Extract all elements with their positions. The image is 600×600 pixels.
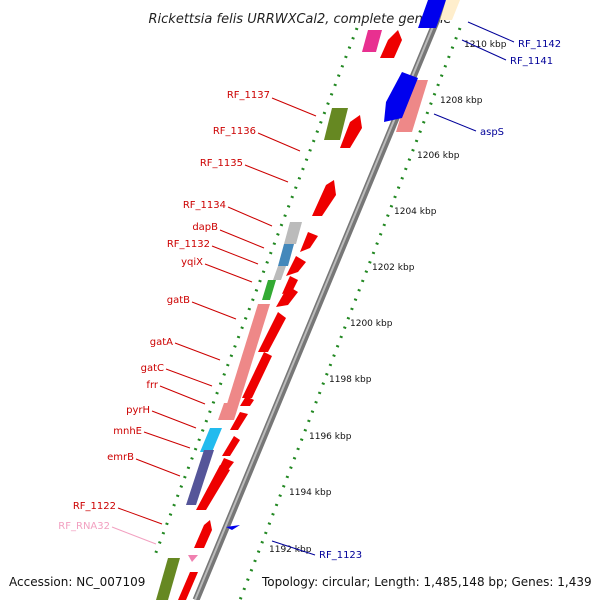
leader-line [461,39,507,61]
gatb-gata-feature-block [222,304,270,420]
ruler-tick-label: 1208 kbp [440,96,483,106]
right-gene-labels: RF_1142 RF_1141 aspS RF_1123 [271,21,561,561]
leader-line [257,132,301,152]
pyrh-feature-block [200,428,222,452]
gatc-gene-arrow [240,396,254,406]
leader-line [135,458,181,477]
rf1122-gene-arrow [194,520,212,548]
feature-blocks [156,30,382,600]
asps-gene-arrow [384,72,418,122]
forward-gene-arrows [178,30,428,600]
reverse-gene-arrows [226,0,460,530]
gene-label-rf1135: RF_1135 [200,158,243,169]
ruler-tick-label: 1192 kbp [269,545,312,555]
asps-gene-block [396,80,428,132]
dapb-gene-arrow [286,256,306,276]
rf1134-feature-block [284,222,302,244]
leader-line [117,507,163,525]
leader-line [165,368,213,387]
gene-label-rf1122: RF_1122 [73,501,116,512]
gene-label-rf1136: RF_1136 [213,126,256,137]
pyrh-gene-arrow [222,436,240,456]
inner-dotted-track [153,27,359,556]
rf1136-gene-arrow [340,115,362,148]
gene-label-rf1132: RF_1132 [167,239,210,250]
leader-line [467,21,515,43]
outer-dotted-track [238,27,462,600]
ruler-ticks: 1210 kbp 1208 kbp 1206 kbp 1204 kbp 1202… [269,40,507,555]
rf1134-gene-arrow [300,232,318,252]
left-gene-labels: RF_1137 RF_1136 RF_1135 RF_1134 dapB RF_… [58,90,317,545]
leader-line [174,342,221,361]
gene-label-asps: aspS [480,127,504,138]
leader-line [219,229,265,249]
gene-label-rf1141: RF_1141 [510,56,553,67]
leader-line [211,245,259,265]
ruler-tick-label: 1196 kbp [309,432,352,442]
bottom-gene-arrow [178,572,198,600]
leader-line [271,540,316,556]
ruler-tick-label: 1210 kbp [464,40,507,50]
emrb-gene-arrow [196,465,230,510]
yqix-gene-arrow [276,286,298,307]
gene-label-dapb: dapB [192,222,218,233]
ruler-tick-label: 1202 kbp [372,263,415,273]
leader-line [271,97,317,117]
leader-line [191,301,237,320]
rf1137-feature-block [324,108,348,140]
leader-line [227,206,273,227]
gene-label-gata: gatA [150,337,173,348]
gene-label-pyrh: pyrH [126,405,150,416]
gene-label-gatb: gatB [167,295,190,306]
ruler-tick-label: 1200 kbp [350,319,393,329]
gatb-gene-arrow [258,312,286,352]
ruler-tick-label: 1198 kbp [329,375,372,385]
leader-line [143,431,191,449]
accession-text: Accession: NC_007109 [9,575,146,589]
gene-label-rf1134: RF_1134 [183,200,226,211]
frr-gene-arrow [230,412,248,430]
leader-line [433,113,477,132]
gene-label-rf-rna32: RF_RNA32 [58,521,110,532]
map-title: Rickettsia felis URRWXCal2, complete gen… [149,12,452,27]
ruler-tick-label: 1204 kbp [394,207,437,217]
gene-label-rf1123: RF_1123 [319,550,362,561]
rf1132-feature-block [273,266,286,280]
top-pale-feature [440,0,460,20]
leader-line [244,164,289,183]
gene-label-mnhe: mnhE [113,426,142,437]
rf1123-gene-arrow [226,525,240,530]
gene-label-gatc: gatC [141,363,164,374]
topology-text: Topology: circular; Length: 1,485,148 bp… [262,575,592,589]
rf1141-gene-arrow [380,30,402,58]
rf1142-feature-block [362,30,382,52]
gene-label-emrb: emrB [107,452,134,463]
mnhe-feature-block [186,450,214,505]
dapb-feature-block [278,244,294,266]
gene-label-rf1142: RF_1142 [518,39,561,50]
leader-line [111,526,157,545]
rf1142-gene-arrow [418,0,446,28]
leader-line [204,263,253,283]
bottom-feature-block [156,558,180,600]
gene-label-frr: frr [146,380,158,391]
ruler-tick-label: 1206 kbp [417,151,460,161]
rf-rna32-gene-arrow [188,555,198,562]
leader-line [151,410,197,429]
ruler-tick-label: 1194 kbp [289,488,332,498]
leader-line [159,385,206,405]
gene-label-rf1137: RF_1137 [227,90,270,101]
gata-gene-arrow [242,352,272,398]
frr-feature-block [218,403,232,420]
yqix-feature-block [262,280,276,300]
rf1135-gene-arrow [312,180,336,216]
gene-label-yqix: yqiX [181,257,203,268]
